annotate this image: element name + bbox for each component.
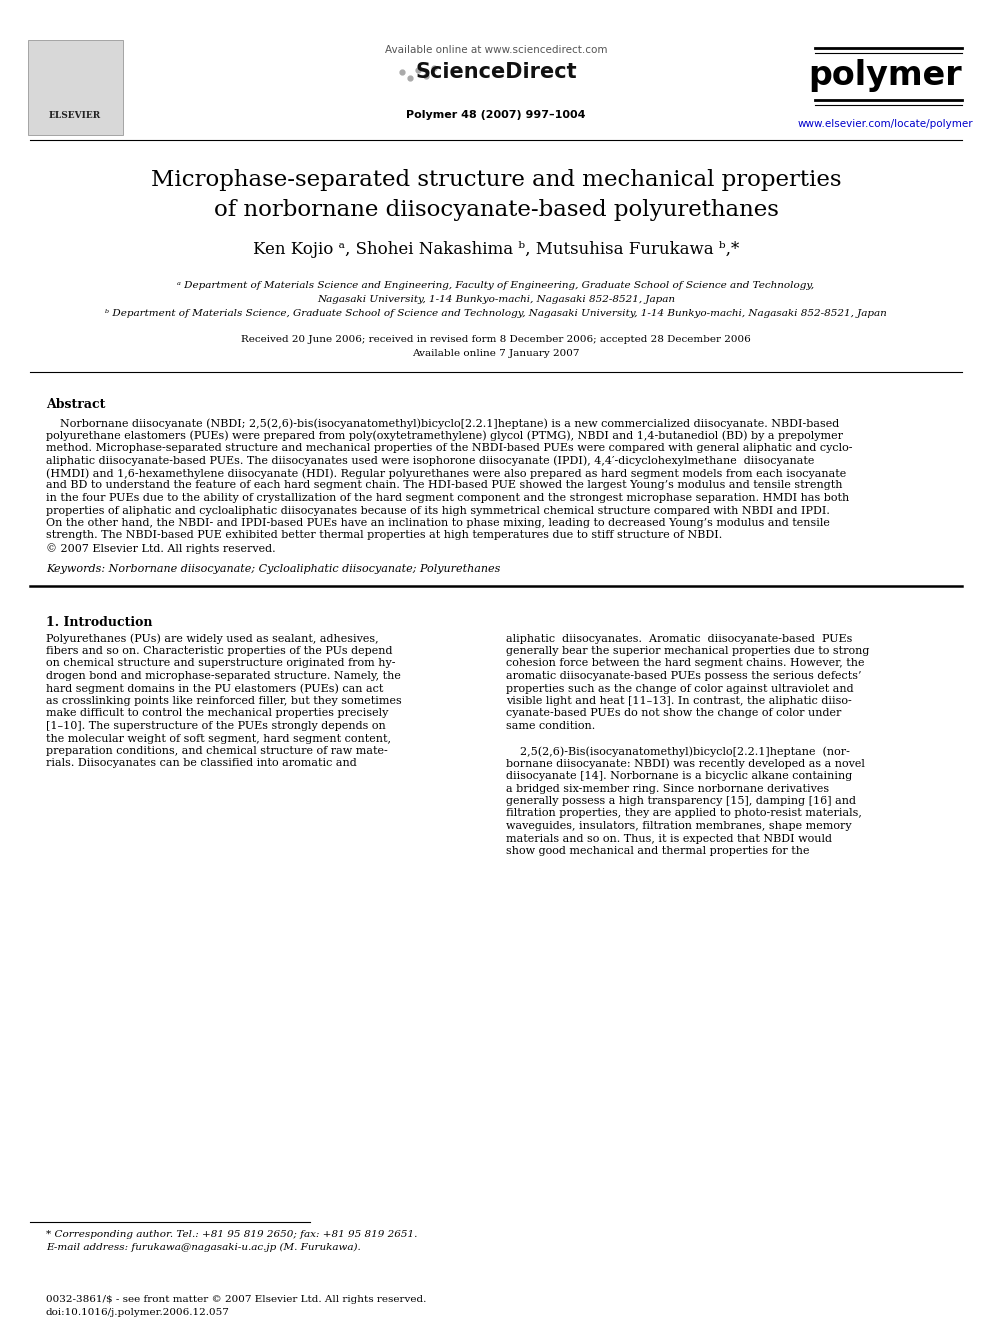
- Text: show good mechanical and thermal properties for the: show good mechanical and thermal propert…: [506, 845, 809, 856]
- Text: rials. Diisocyanates can be classified into aromatic and: rials. Diisocyanates can be classified i…: [46, 758, 357, 769]
- Text: properties such as the change of color against ultraviolet and: properties such as the change of color a…: [506, 684, 854, 693]
- Text: doi:10.1016/j.polymer.2006.12.057: doi:10.1016/j.polymer.2006.12.057: [46, 1308, 230, 1316]
- Text: as crosslinking points like reinforced filler, but they sometimes: as crosslinking points like reinforced f…: [46, 696, 402, 706]
- Bar: [28, 40, 123, 135]
- Text: ᵇ Department of Materials Science, Graduate School of Science and Technology, Na: ᵇ Department of Materials Science, Gradu…: [105, 308, 887, 318]
- Text: ScienceDirect: ScienceDirect: [416, 62, 576, 82]
- Text: materials and so on. Thus, it is expected that NBDI would: materials and so on. Thus, it is expecte…: [506, 833, 832, 844]
- Text: drogen bond and microphase-separated structure. Namely, the: drogen bond and microphase-separated str…: [46, 671, 401, 681]
- Text: Available online at www.sciencedirect.com: Available online at www.sciencedirect.co…: [385, 45, 607, 56]
- Text: aliphatic  diisocyanates.  Aromatic  diisocyanate-based  PUEs: aliphatic diisocyanates. Aromatic diisoc…: [506, 634, 852, 643]
- Text: Keywords: Norbornane diisocyanate; Cycloaliphatic diisocyanate; Polyurethanes: Keywords: Norbornane diisocyanate; Cyclo…: [46, 564, 500, 573]
- Text: © 2007 Elsevier Ltd. All rights reserved.: © 2007 Elsevier Ltd. All rights reserved…: [46, 542, 276, 554]
- Text: properties of aliphatic and cycloaliphatic diisocyanates because of its high sym: properties of aliphatic and cycloaliphat…: [46, 505, 830, 516]
- Text: Polymer 48 (2007) 997–1004: Polymer 48 (2007) 997–1004: [407, 110, 585, 120]
- Text: 0032-3861/$ - see front matter © 2007 Elsevier Ltd. All rights reserved.: 0032-3861/$ - see front matter © 2007 El…: [46, 1295, 427, 1304]
- Text: generally possess a high transparency [15], damping [16] and: generally possess a high transparency [1…: [506, 796, 856, 806]
- Text: polyurethane elastomers (PUEs) were prepared from poly(oxytetramethylene) glycol: polyurethane elastomers (PUEs) were prep…: [46, 430, 843, 441]
- Text: polymer: polymer: [808, 58, 962, 91]
- Text: bornane diisocyanate: NBDI) was recently developed as a novel: bornane diisocyanate: NBDI) was recently…: [506, 758, 865, 769]
- Text: www.elsevier.com/locate/polymer: www.elsevier.com/locate/polymer: [798, 119, 973, 130]
- Text: cohesion force between the hard segment chains. However, the: cohesion force between the hard segment …: [506, 659, 864, 668]
- Text: 1. Introduction: 1. Introduction: [46, 615, 153, 628]
- Text: same condition.: same condition.: [506, 721, 595, 732]
- Text: Available online 7 January 2007: Available online 7 January 2007: [413, 349, 579, 359]
- Text: make difficult to control the mechanical properties precisely: make difficult to control the mechanical…: [46, 709, 389, 718]
- Text: method. Microphase-separated structure and mechanical properties of the NBDI-bas: method. Microphase-separated structure a…: [46, 443, 852, 452]
- Text: and BD to understand the feature of each hard segment chain. The HDI-based PUE s: and BD to understand the feature of each…: [46, 480, 842, 491]
- Text: Nagasaki University, 1-14 Bunkyo-machi, Nagasaki 852-8521, Japan: Nagasaki University, 1-14 Bunkyo-machi, …: [317, 295, 675, 303]
- Text: ELSEVIER: ELSEVIER: [49, 111, 101, 119]
- Text: strength. The NBDI-based PUE exhibited better thermal properties at high tempera: strength. The NBDI-based PUE exhibited b…: [46, 531, 722, 541]
- Text: Microphase-separated structure and mechanical properties: Microphase-separated structure and mecha…: [151, 169, 841, 191]
- Text: ᵃ Department of Materials Science and Engineering, Faculty of Engineering, Gradu: ᵃ Department of Materials Science and En…: [178, 282, 814, 291]
- Text: fibers and so on. Characteristic properties of the PUs depend: fibers and so on. Characteristic propert…: [46, 646, 393, 656]
- Text: waveguides, insulators, filtration membranes, shape memory: waveguides, insulators, filtration membr…: [506, 822, 851, 831]
- Text: generally bear the superior mechanical properties due to strong: generally bear the superior mechanical p…: [506, 646, 869, 656]
- Text: Abstract: Abstract: [46, 398, 105, 411]
- Text: On the other hand, the NBDI- and IPDI-based PUEs have an inclination to phase mi: On the other hand, the NBDI- and IPDI-ba…: [46, 519, 830, 528]
- Text: visible light and heat [11–13]. In contrast, the aliphatic diiso-: visible light and heat [11–13]. In contr…: [506, 696, 852, 706]
- Text: on chemical structure and superstructure originated from hy-: on chemical structure and superstructure…: [46, 659, 396, 668]
- Text: in the four PUEs due to the ability of crystallization of the hard segment compo: in the four PUEs due to the ability of c…: [46, 493, 849, 503]
- Text: E-mail address: furukawa@nagasaki-u.ac.jp (M. Furukawa).: E-mail address: furukawa@nagasaki-u.ac.j…: [46, 1244, 361, 1252]
- Text: a bridged six-member ring. Since norbornane derivatives: a bridged six-member ring. Since norborn…: [506, 783, 829, 794]
- Text: Norbornane diisocyanate (NBDI; 2,5(2,6)-bis(isocyanatomethyl)bicyclo[2.2.1]hepta: Norbornane diisocyanate (NBDI; 2,5(2,6)-…: [46, 418, 839, 429]
- Text: filtration properties, they are applied to photo-resist materials,: filtration properties, they are applied …: [506, 808, 862, 819]
- Text: (HMDI) and 1,6-hexamethylene diisocyanate (HDI). Regular polyurethanes were also: (HMDI) and 1,6-hexamethylene diisocyanat…: [46, 468, 846, 479]
- Text: Received 20 June 2006; received in revised form 8 December 2006; accepted 28 Dec: Received 20 June 2006; received in revis…: [241, 336, 751, 344]
- Text: hard segment domains in the PU elastomers (PUEs) can act: hard segment domains in the PU elastomer…: [46, 684, 383, 695]
- Text: cyanate-based PUEs do not show the change of color under: cyanate-based PUEs do not show the chang…: [506, 709, 841, 718]
- Text: aromatic diisocyanate-based PUEs possess the serious defects’: aromatic diisocyanate-based PUEs possess…: [506, 671, 861, 681]
- Text: [1–10]. The superstructure of the PUEs strongly depends on: [1–10]. The superstructure of the PUEs s…: [46, 721, 386, 732]
- Text: * Corresponding author. Tel.: +81 95 819 2650; fax: +81 95 819 2651.: * Corresponding author. Tel.: +81 95 819…: [46, 1230, 418, 1240]
- Text: Polyurethanes (PUs) are widely used as sealant, adhesives,: Polyurethanes (PUs) are widely used as s…: [46, 634, 379, 644]
- Text: the molecular weight of soft segment, hard segment content,: the molecular weight of soft segment, ha…: [46, 733, 391, 744]
- Text: preparation conditions, and chemical structure of raw mate-: preparation conditions, and chemical str…: [46, 746, 388, 755]
- Text: Ken Kojio ᵃ, Shohei Nakashima ᵇ, Mutsuhisa Furukawa ᵇ,*: Ken Kojio ᵃ, Shohei Nakashima ᵇ, Mutsuhi…: [253, 242, 739, 258]
- Text: aliphatic diisocyanate-based PUEs. The diisocyanates used were isophorone diisoc: aliphatic diisocyanate-based PUEs. The d…: [46, 455, 814, 466]
- Text: diisocyanate [14]. Norbornane is a bicyclic alkane containing: diisocyanate [14]. Norbornane is a bicyc…: [506, 771, 852, 781]
- Text: 2,5(2,6)-Bis(isocyanatomethyl)bicyclo[2.2.1]heptane  (nor-: 2,5(2,6)-Bis(isocyanatomethyl)bicyclo[2.…: [506, 746, 850, 757]
- Text: of norbornane diisocyanate-based polyurethanes: of norbornane diisocyanate-based polyure…: [213, 198, 779, 221]
